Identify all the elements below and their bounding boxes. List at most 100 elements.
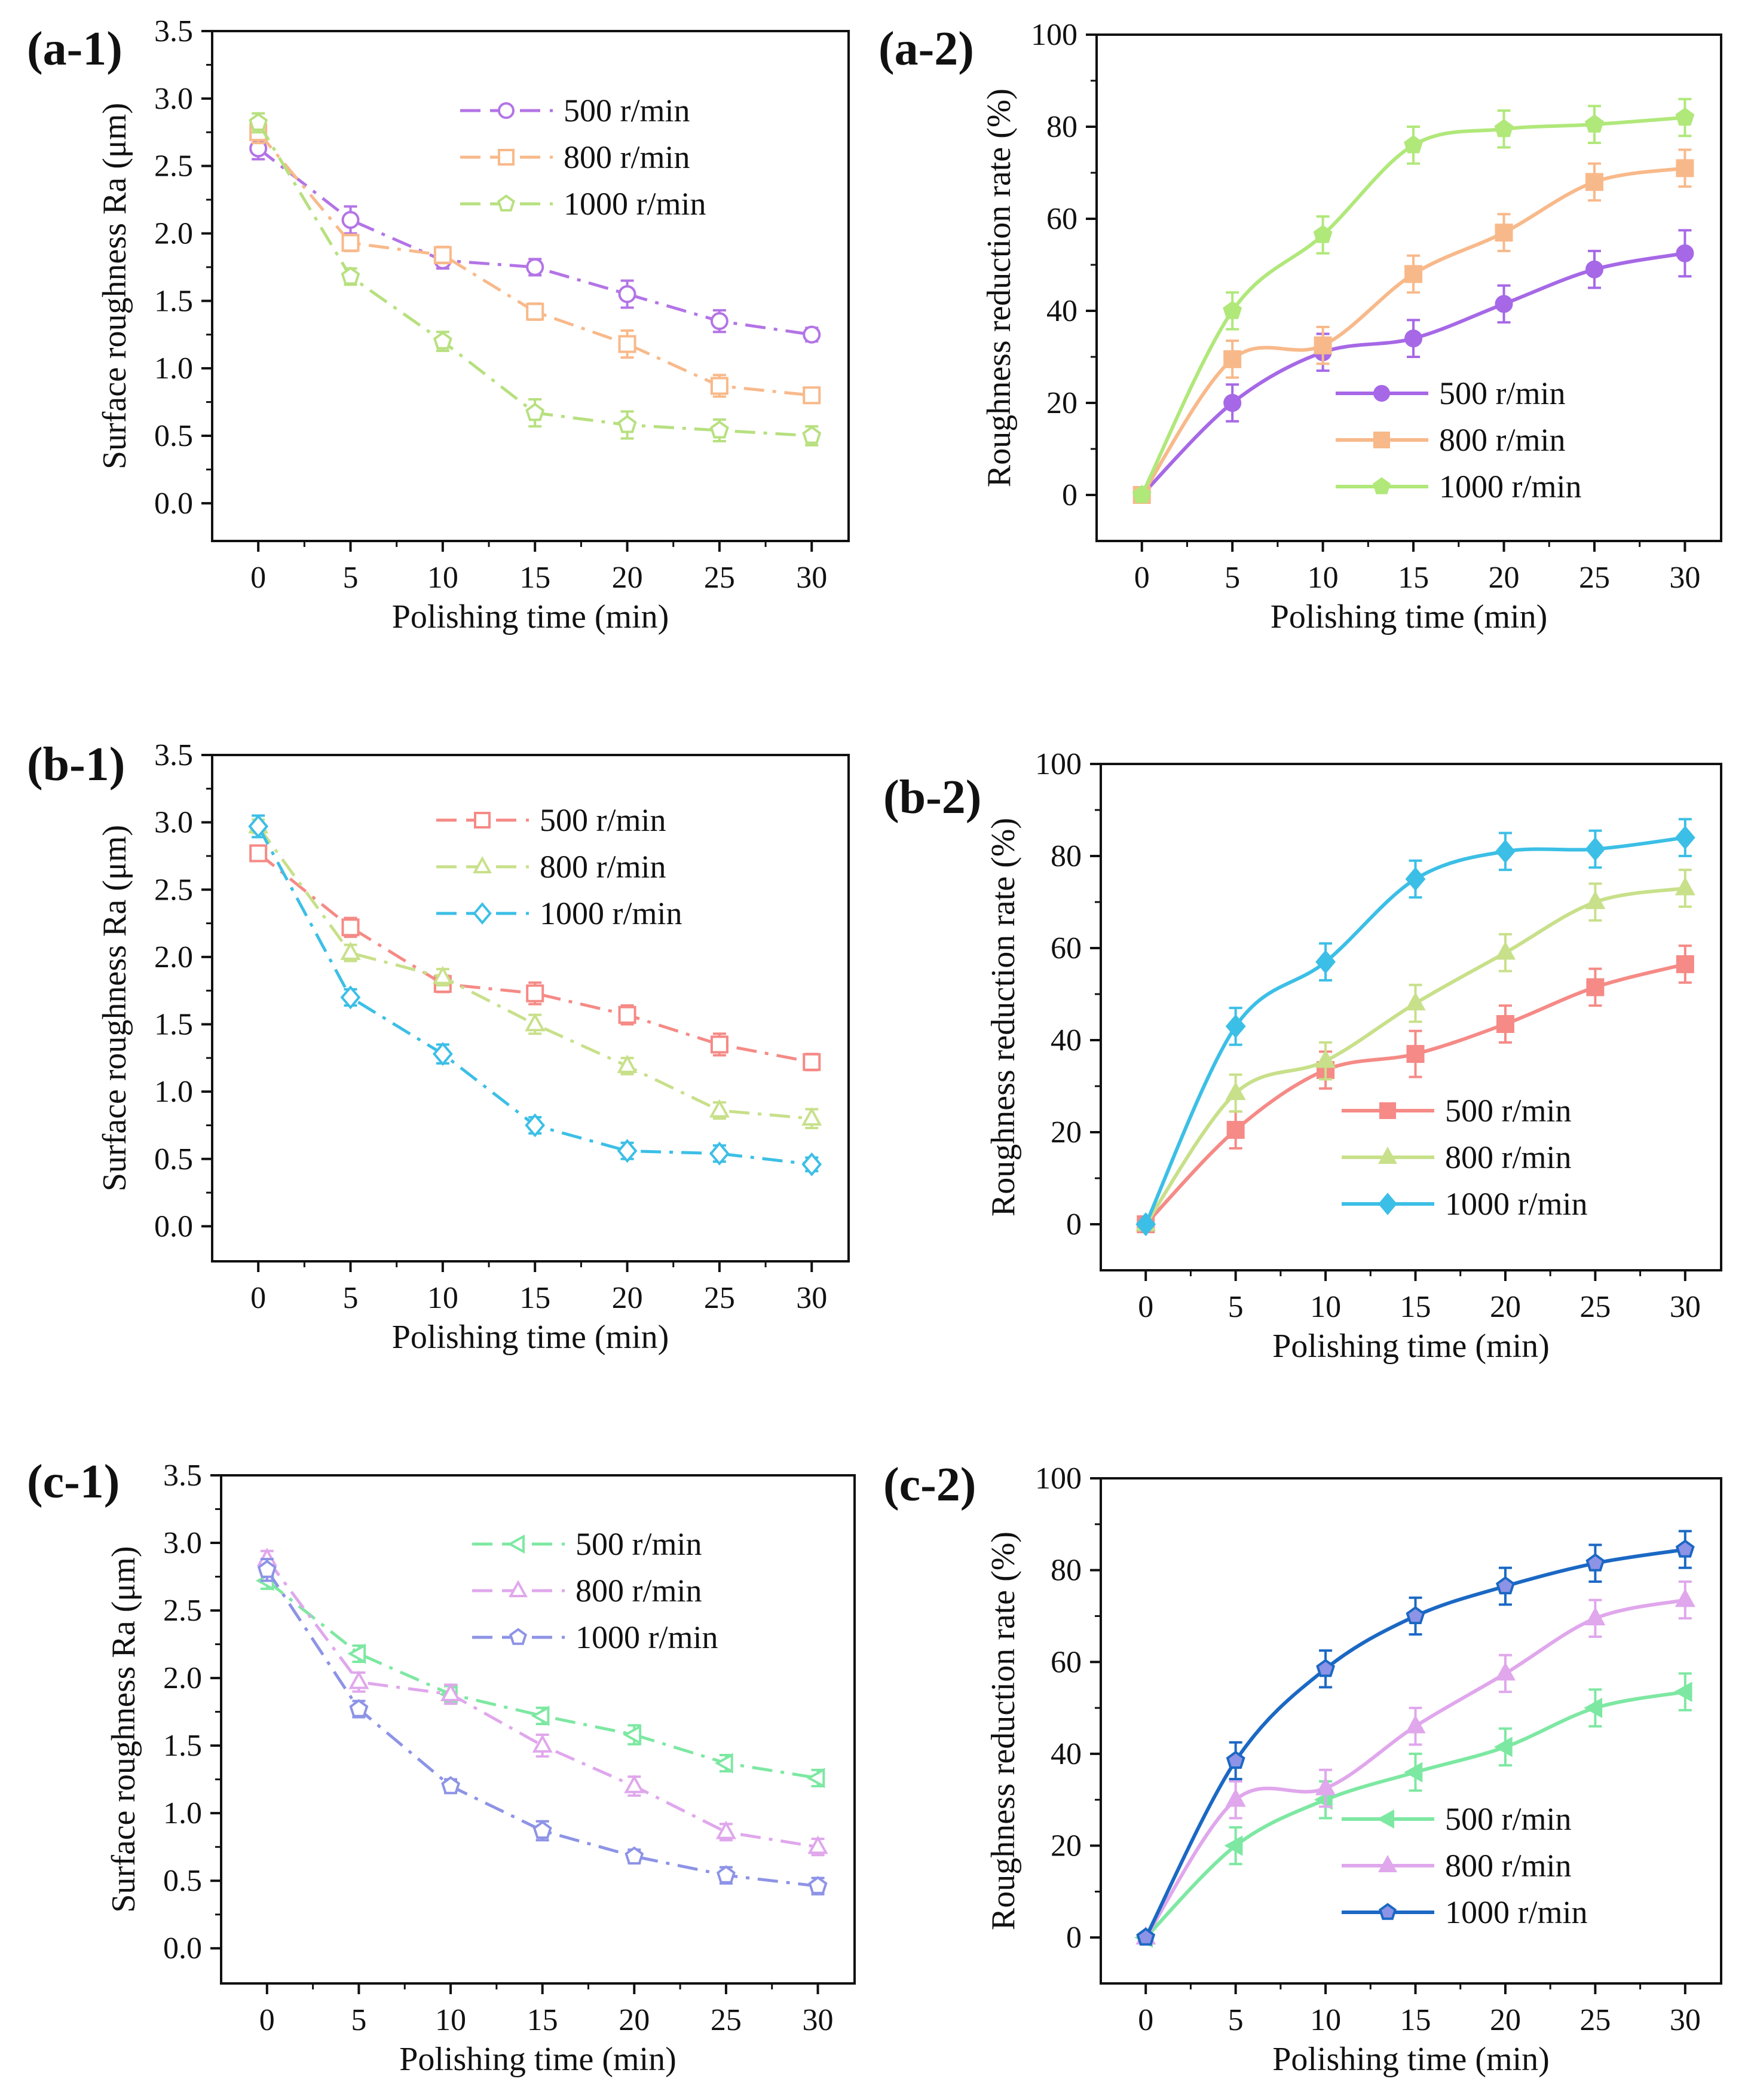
data-point bbox=[1404, 1762, 1423, 1783]
series-1: 500 r/min bbox=[1132, 229, 1694, 504]
x-tick-label: 30 bbox=[1670, 2003, 1701, 2037]
data-point bbox=[1493, 1737, 1513, 1757]
data-point bbox=[525, 1113, 546, 1138]
y-tick-label: 40 bbox=[1046, 294, 1077, 328]
x-tick-label: 10 bbox=[427, 1281, 458, 1315]
panel-label: (b-2) bbox=[883, 771, 981, 824]
legend-label: 1000 r/min bbox=[540, 895, 682, 931]
data-point bbox=[348, 1670, 369, 1689]
series-3: 1000 r/min bbox=[257, 1558, 828, 1896]
series-1: 500 r/min bbox=[249, 802, 821, 1072]
data-point bbox=[432, 965, 453, 985]
series-3: 1000 r/min bbox=[1135, 818, 1695, 1236]
x-tick-label: 5 bbox=[1225, 561, 1240, 595]
data-point bbox=[349, 1699, 369, 1717]
x-axis-label: Polishing time (min) bbox=[1272, 1328, 1550, 1365]
data-point bbox=[709, 1099, 730, 1118]
data-point bbox=[1585, 837, 1606, 861]
legend-label: 1000 r/min bbox=[1445, 1894, 1588, 1930]
data-point bbox=[803, 325, 821, 344]
x-tick-label: 15 bbox=[527, 2003, 558, 2037]
data-point bbox=[1495, 295, 1513, 313]
x-tick-label: 25 bbox=[711, 2003, 742, 2037]
data-point bbox=[1225, 1788, 1246, 1807]
data-point bbox=[806, 1768, 825, 1789]
x-tick-label: 30 bbox=[796, 1281, 827, 1315]
data-point bbox=[1223, 350, 1242, 368]
legend-label: 1000 r/min bbox=[564, 186, 706, 222]
legend-label: 1000 r/min bbox=[1439, 469, 1582, 505]
chart-a1: (a-1) 0 5 10 15 20 25 30 0.0 0.5 1.0 1.5 2.0 2.5 3.0 3.… bbox=[27, 14, 850, 635]
data-point bbox=[1673, 1682, 1692, 1702]
legend-marker bbox=[509, 1580, 528, 1597]
y-tick-label: 2.0 bbox=[154, 940, 193, 974]
data-point bbox=[1313, 225, 1333, 243]
legend-marker bbox=[507, 1535, 525, 1554]
y-tick-label: 0.5 bbox=[154, 419, 193, 453]
y-tick-label: 0 bbox=[1066, 1921, 1082, 1955]
plot-frame bbox=[1095, 33, 1722, 542]
y-tick-label: 20 bbox=[1046, 386, 1077, 420]
data-point bbox=[1132, 485, 1152, 503]
data-point bbox=[1585, 173, 1603, 191]
series-3: 1000 r/min bbox=[1136, 1530, 1695, 1946]
data-point bbox=[1675, 107, 1695, 126]
y-tick-label: 0.5 bbox=[154, 1142, 193, 1176]
data-point bbox=[1585, 1553, 1605, 1572]
legend-marker bbox=[1373, 385, 1390, 402]
data-point bbox=[618, 335, 636, 353]
x-tick-label: 10 bbox=[1308, 561, 1339, 595]
y-tick-label: 1.0 bbox=[154, 351, 193, 386]
y-axis-label: Roughness reduction rate (%) bbox=[985, 1532, 1022, 1930]
x-tick-label: 5 bbox=[1228, 1290, 1244, 1324]
y-tick-label: 1.0 bbox=[163, 1796, 202, 1830]
series-2: 800 r/min bbox=[256, 1548, 828, 1857]
legend-marker bbox=[1379, 1102, 1396, 1119]
data-point bbox=[531, 1705, 550, 1726]
data-point bbox=[1496, 1576, 1515, 1595]
series-3: 1000 r/min bbox=[248, 814, 822, 1176]
legend-label: 800 r/min bbox=[1439, 422, 1566, 458]
x-tick-label: 25 bbox=[704, 561, 735, 595]
legend-label: 800 r/min bbox=[564, 139, 690, 175]
data-point bbox=[526, 984, 544, 1002]
y-tick-label: 100 bbox=[1035, 1462, 1082, 1496]
legend-marker bbox=[1378, 1147, 1397, 1164]
data-point bbox=[440, 1683, 461, 1701]
legend-marker bbox=[474, 812, 491, 829]
panel-label: (a-2) bbox=[878, 23, 974, 75]
data-point bbox=[1495, 224, 1513, 242]
y-tick-label: 0.0 bbox=[154, 1209, 193, 1243]
data-point bbox=[1315, 1049, 1336, 1068]
data-point bbox=[623, 1725, 642, 1746]
legend-marker bbox=[498, 102, 515, 119]
y-tick-label: 100 bbox=[1035, 747, 1082, 781]
series-line bbox=[265, 1558, 818, 1849]
data-point bbox=[716, 1865, 736, 1884]
series-1: 500 r/min bbox=[1134, 1672, 1692, 1948]
x-tick-label: 25 bbox=[1579, 1290, 1611, 1324]
data-point bbox=[1226, 1750, 1245, 1769]
x-tick-label: 25 bbox=[704, 1281, 735, 1315]
chart-c2: (c-2) 0 5 10 15 20 25 30 0 20 40 60 80 100 Polishing t… bbox=[883, 1459, 1722, 2078]
x-tick-label: 0 bbox=[259, 2003, 275, 2037]
x-tick-label: 15 bbox=[519, 1281, 550, 1315]
x-axis-label: Polishing time (min) bbox=[392, 598, 669, 635]
x-tick-label: 30 bbox=[796, 561, 827, 595]
data-point bbox=[1404, 265, 1423, 283]
data-point bbox=[532, 1820, 552, 1839]
data-point bbox=[347, 1643, 366, 1664]
data-point bbox=[1404, 329, 1423, 348]
data-point bbox=[1136, 1927, 1156, 1946]
y-tick-label: 20 bbox=[1051, 1115, 1082, 1150]
series-line bbox=[257, 825, 812, 1120]
data-point bbox=[802, 426, 822, 444]
legend-label: 500 r/min bbox=[1445, 1093, 1572, 1129]
y-axis-label: Surface roughness Ra (μm) bbox=[105, 1546, 142, 1912]
data-point bbox=[525, 402, 545, 421]
data-point bbox=[715, 1820, 736, 1839]
y-tick-label: 2.0 bbox=[154, 216, 193, 250]
legend-marker bbox=[473, 856, 492, 873]
chart-c1: (c-1) 0 5 10 15 20 25 30 0.0 0.5 1.0 1.5 2.0 2.5 3.0 3.… bbox=[27, 1456, 856, 2078]
x-axis-label: Polishing time (min) bbox=[1272, 2041, 1550, 2078]
